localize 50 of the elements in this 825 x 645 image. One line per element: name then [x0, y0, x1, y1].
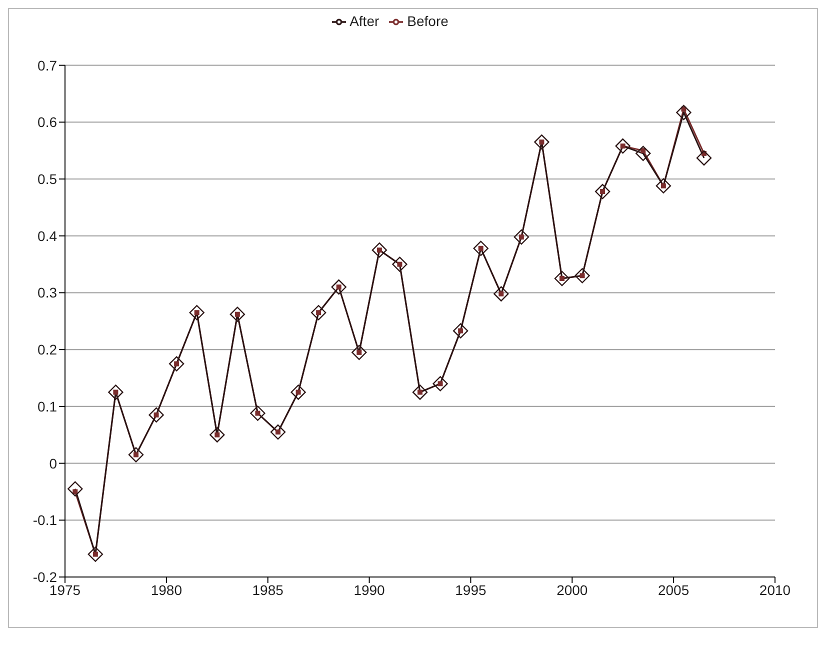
point [432, 376, 448, 392]
point [615, 138, 630, 154]
point [392, 256, 408, 272]
x-tick-label: 1985 [252, 582, 284, 598]
point [128, 447, 144, 462]
y-tick-label: 0.6 [38, 114, 58, 130]
x-tick-label: 1995 [455, 582, 486, 598]
y-tick-label: 0.5 [38, 170, 58, 187]
y-tick-label: 0 [49, 455, 58, 472]
x-tick-label: 1980 [150, 582, 182, 598]
point [230, 306, 246, 322]
point [656, 178, 672, 194]
point [372, 242, 388, 258]
point [534, 134, 550, 150]
point [331, 279, 346, 295]
x-tick-label: 2005 [658, 582, 690, 598]
point [514, 229, 530, 245]
point [352, 344, 367, 360]
y-tick-label: 0.3 [38, 284, 58, 301]
point [310, 305, 326, 320]
point [68, 481, 83, 496]
legend-label: After [350, 13, 380, 29]
point [452, 323, 468, 338]
legend-label: Before [407, 13, 448, 29]
point [696, 150, 712, 166]
y-tick-label: 0.7 [38, 57, 58, 74]
point [148, 407, 164, 423]
point [250, 406, 266, 421]
point [636, 146, 651, 162]
point [594, 184, 610, 200]
point [412, 384, 428, 400]
y-tick-label: 0.4 [38, 228, 58, 244]
point [554, 270, 570, 286]
point [168, 356, 184, 372]
point [108, 384, 124, 400]
point [494, 286, 509, 302]
x-tick-label: 1990 [354, 582, 386, 598]
y-tick-label: 0.2 [38, 342, 58, 358]
point [676, 104, 692, 120]
point [210, 427, 225, 442]
point [473, 240, 488, 256]
point [574, 268, 590, 284]
x-tick-label: 2010 [759, 582, 791, 598]
point [189, 305, 204, 320]
y-tick-label: -0.1 [32, 512, 58, 528]
point [270, 424, 286, 440]
point [290, 384, 306, 400]
x-tick-label: 2000 [556, 582, 588, 598]
point [88, 546, 104, 562]
y-tick-label: 0.1 [38, 398, 58, 414]
